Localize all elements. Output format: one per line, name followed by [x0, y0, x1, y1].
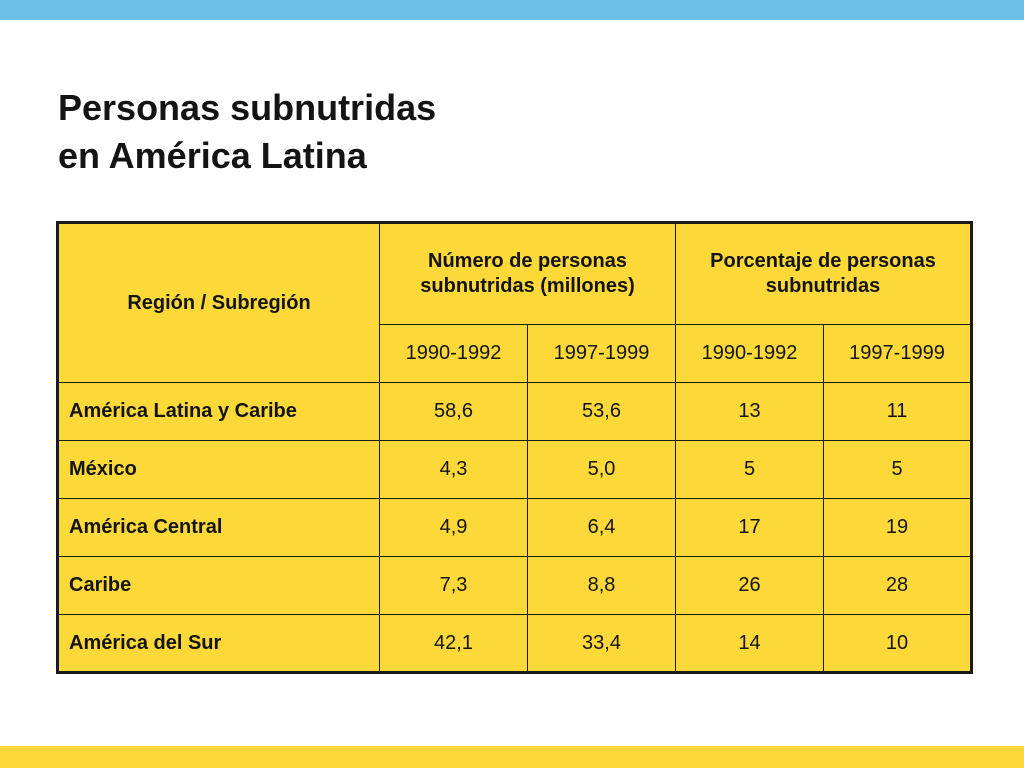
value-cell: 19: [823, 498, 972, 557]
top-accent-bar: [0, 0, 1024, 20]
value-cell: 14: [675, 614, 824, 673]
bottom-accent-bar: [0, 746, 1024, 768]
value-cell: 7,3: [379, 556, 528, 615]
region-name-cell: América del Sur: [57, 614, 380, 673]
value-cell: 33,4: [527, 614, 676, 673]
value-cell: 5: [823, 440, 972, 499]
slide-title: Personas subnutridas en América Latina: [58, 84, 436, 180]
value-cell: 4,9: [379, 498, 528, 557]
undernourishment-table: Región / Subregión Número de personas su…: [56, 221, 973, 674]
value-cell: 17: [675, 498, 824, 557]
table-row: América Latina y Caribe 58,6 53,6 13 11: [57, 382, 972, 441]
year-header: 1997-1999: [823, 324, 972, 383]
value-cell: 5,0: [527, 440, 676, 499]
value-cell: 42,1: [379, 614, 528, 673]
table-row: América Central 4,9 6,4 17 19: [57, 498, 972, 557]
value-cell: 10: [823, 614, 972, 673]
group-header-people-count: Número de personas subnutridas (millones…: [379, 222, 676, 325]
year-header: 1990-1992: [675, 324, 824, 383]
slide-title-line-2: en América Latina: [58, 135, 367, 176]
value-cell: 11: [823, 382, 972, 441]
group-header-percentage: Porcentaje de personas subnutridas: [675, 222, 972, 325]
slide-title-line-1: Personas subnutridas: [58, 87, 437, 128]
region-name-cell: América Central: [57, 498, 380, 557]
value-cell: 28: [823, 556, 972, 615]
region-name-cell: México: [57, 440, 380, 499]
table-header-row: Región / Subregión Número de personas su…: [57, 222, 972, 383]
table-year-header-row: 1990-1992 1997-1999 1990-1992 1997-1999: [58, 324, 972, 383]
value-cell: 6,4: [527, 498, 676, 557]
region-name-cell: Caribe: [57, 556, 380, 615]
table-row: América del Sur 42,1 33,4 14 10: [57, 614, 972, 673]
value-cell: 8,8: [527, 556, 676, 615]
value-cell: 26: [675, 556, 824, 615]
region-name-cell: América Latina y Caribe: [57, 382, 380, 441]
value-cell: 58,6: [379, 382, 528, 441]
year-header: 1990-1992: [379, 324, 528, 383]
region-column-header: Región / Subregión: [57, 222, 380, 383]
table-row: Caribe 7,3 8,8 26 28: [57, 556, 972, 615]
value-cell: 53,6: [527, 382, 676, 441]
table-row: México 4,3 5,0 5 5: [57, 440, 972, 499]
value-cell: 5: [675, 440, 824, 499]
year-header: 1997-1999: [527, 324, 676, 383]
value-cell: 4,3: [379, 440, 528, 499]
value-cell: 13: [675, 382, 824, 441]
